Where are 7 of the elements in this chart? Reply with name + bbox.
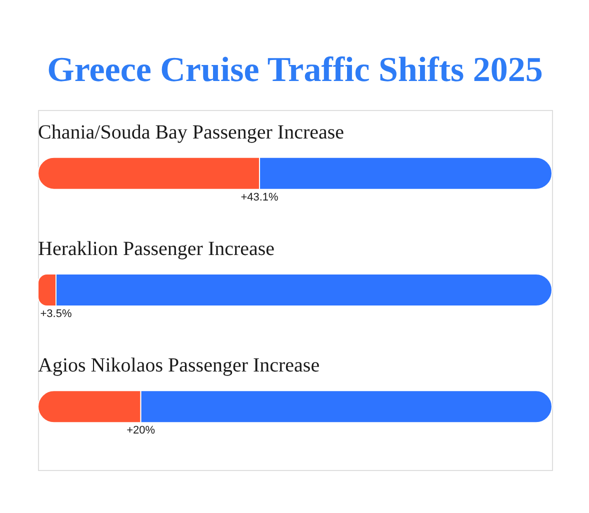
data-label: +43.1% <box>240 191 279 204</box>
y-tick-label: Chania/Souda Bay Passenger Increase <box>38 121 344 144</box>
y-tick-label: Heraklion Passenger Increase <box>38 238 275 260</box>
y-tick-label: Agios Nikolaos Passenger Increase <box>38 354 320 377</box>
data-label: +3.5% <box>40 308 72 320</box>
data-label: +20% <box>126 424 156 437</box>
chart-title: Greece Cruise Traffic Shifts 2025 <box>47 50 543 89</box>
